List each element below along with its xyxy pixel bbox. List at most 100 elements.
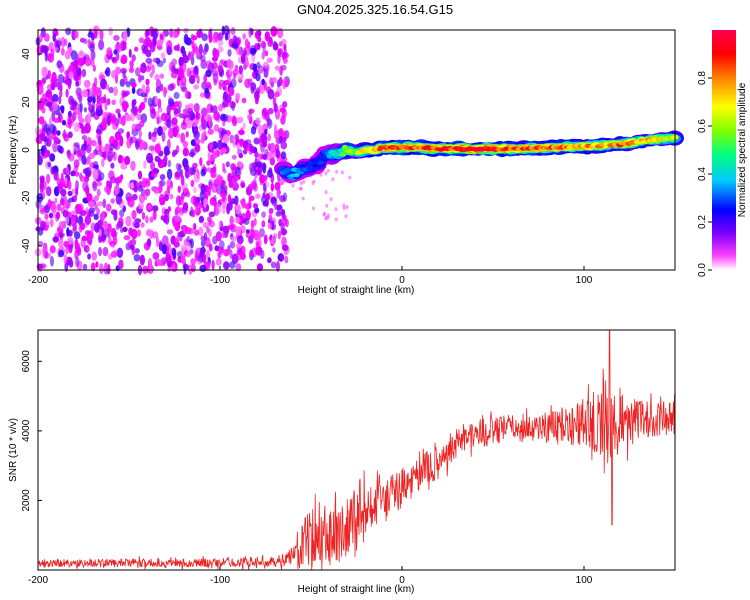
noise-speckle <box>153 186 160 194</box>
noise-speckle <box>194 143 201 153</box>
noise-speckle <box>252 63 258 72</box>
noise-speckle <box>93 77 98 88</box>
noise-speckle <box>312 206 315 211</box>
noise-speckle <box>233 72 237 79</box>
noise-speckle <box>255 193 261 199</box>
noise-speckle <box>124 155 131 165</box>
noise-speckle <box>81 126 88 134</box>
noise-speckle <box>155 79 162 89</box>
noise-speckle <box>59 177 65 188</box>
noise-speckle <box>180 45 186 54</box>
noise-speckle <box>74 171 80 177</box>
noise-speckle <box>47 69 51 80</box>
noise-speckle <box>250 126 257 135</box>
noise-speckle <box>81 68 87 78</box>
noise-speckle <box>198 201 203 210</box>
noise-speckle <box>281 214 287 222</box>
noise-speckle <box>180 244 186 254</box>
noise-speckle <box>213 124 220 132</box>
noise-speckle <box>229 249 233 259</box>
noise-speckle <box>218 79 225 86</box>
noise-speckle <box>255 117 261 125</box>
noise-speckle <box>108 86 114 94</box>
noise-speckle <box>61 119 67 126</box>
noise-speckle <box>181 255 186 264</box>
noise-speckle <box>68 71 74 80</box>
noise-speckle <box>111 243 116 249</box>
noise-speckle <box>219 240 225 250</box>
noise-speckle <box>184 163 189 172</box>
noise-speckle <box>263 81 267 91</box>
noise-speckle <box>274 181 281 191</box>
noise-speckle <box>244 139 252 146</box>
noise-speckle <box>217 65 223 73</box>
noise-speckle <box>65 27 72 36</box>
noise-speckle <box>118 259 124 270</box>
noise-speckle <box>103 94 107 103</box>
ridge-cell <box>337 148 344 152</box>
noise-speckle <box>84 57 92 67</box>
noise-speckle <box>276 189 281 195</box>
noise-speckle <box>191 149 194 158</box>
noise-speckle <box>106 47 113 56</box>
noise-speckle <box>145 57 153 64</box>
x-tick-label: -200 <box>28 575 48 586</box>
noise-speckle <box>94 29 98 39</box>
noise-speckle <box>154 74 160 81</box>
noise-speckle <box>133 254 141 262</box>
noise-speckle <box>238 152 244 159</box>
noise-speckle <box>41 66 48 78</box>
snr-panel: -200 -100 0 100 2000 4000 6000 Height of stra… <box>8 329 676 595</box>
noise-speckle <box>67 114 71 124</box>
noise-speckle <box>145 177 149 188</box>
snr-series-line <box>38 329 675 570</box>
noise-speckle <box>169 193 174 200</box>
noise-speckle <box>275 137 282 145</box>
ridge-cell <box>293 172 300 178</box>
noise-speckle <box>84 214 92 225</box>
noise-speckle <box>240 53 246 64</box>
noise-speckle <box>162 57 167 64</box>
noise-speckle <box>191 117 199 128</box>
noise-speckle <box>279 107 286 113</box>
noise-speckle <box>227 224 235 230</box>
noise-speckle <box>144 36 152 48</box>
noise-speckle <box>264 148 269 157</box>
x-tick-label: 0 <box>399 275 405 286</box>
noise-speckle <box>141 211 146 220</box>
noise-speckle <box>174 172 181 180</box>
noise-speckle <box>53 171 59 181</box>
noise-speckle <box>194 65 199 75</box>
noise-speckle <box>49 245 56 254</box>
noise-speckle <box>152 168 160 174</box>
noise-speckle <box>241 199 246 209</box>
noise-speckle <box>123 235 131 241</box>
noise-speckle <box>344 214 348 219</box>
noise-speckle <box>334 217 338 222</box>
noise-speckle <box>236 242 242 250</box>
noise-speckle <box>120 67 127 74</box>
noise-speckle <box>145 215 149 224</box>
noise-speckle <box>102 198 107 209</box>
noise-speckle <box>51 93 59 103</box>
noise-speckle <box>127 196 135 208</box>
noise-speckle <box>95 141 100 152</box>
noise-speckle <box>267 222 273 230</box>
noise-speckle <box>76 91 82 100</box>
noise-speckle <box>95 261 99 268</box>
noise-speckle <box>234 166 240 177</box>
noise-speckle <box>239 238 243 245</box>
noise-speckle <box>240 182 246 189</box>
noise-speckle <box>267 89 275 100</box>
noise-speckle <box>299 186 303 191</box>
noise-speckle <box>160 52 166 59</box>
noise-speckle <box>193 223 197 231</box>
noise-speckle <box>231 41 239 49</box>
x-tick-label: -200 <box>28 275 48 286</box>
noise-speckle <box>161 131 166 143</box>
noise-speckle <box>190 258 197 265</box>
noise-speckle <box>50 255 54 267</box>
snr-y-ticks: 2000 4000 6000 <box>21 350 42 512</box>
colorbar-tick-label: 0.4 <box>697 167 708 181</box>
noise-speckle <box>101 210 105 220</box>
